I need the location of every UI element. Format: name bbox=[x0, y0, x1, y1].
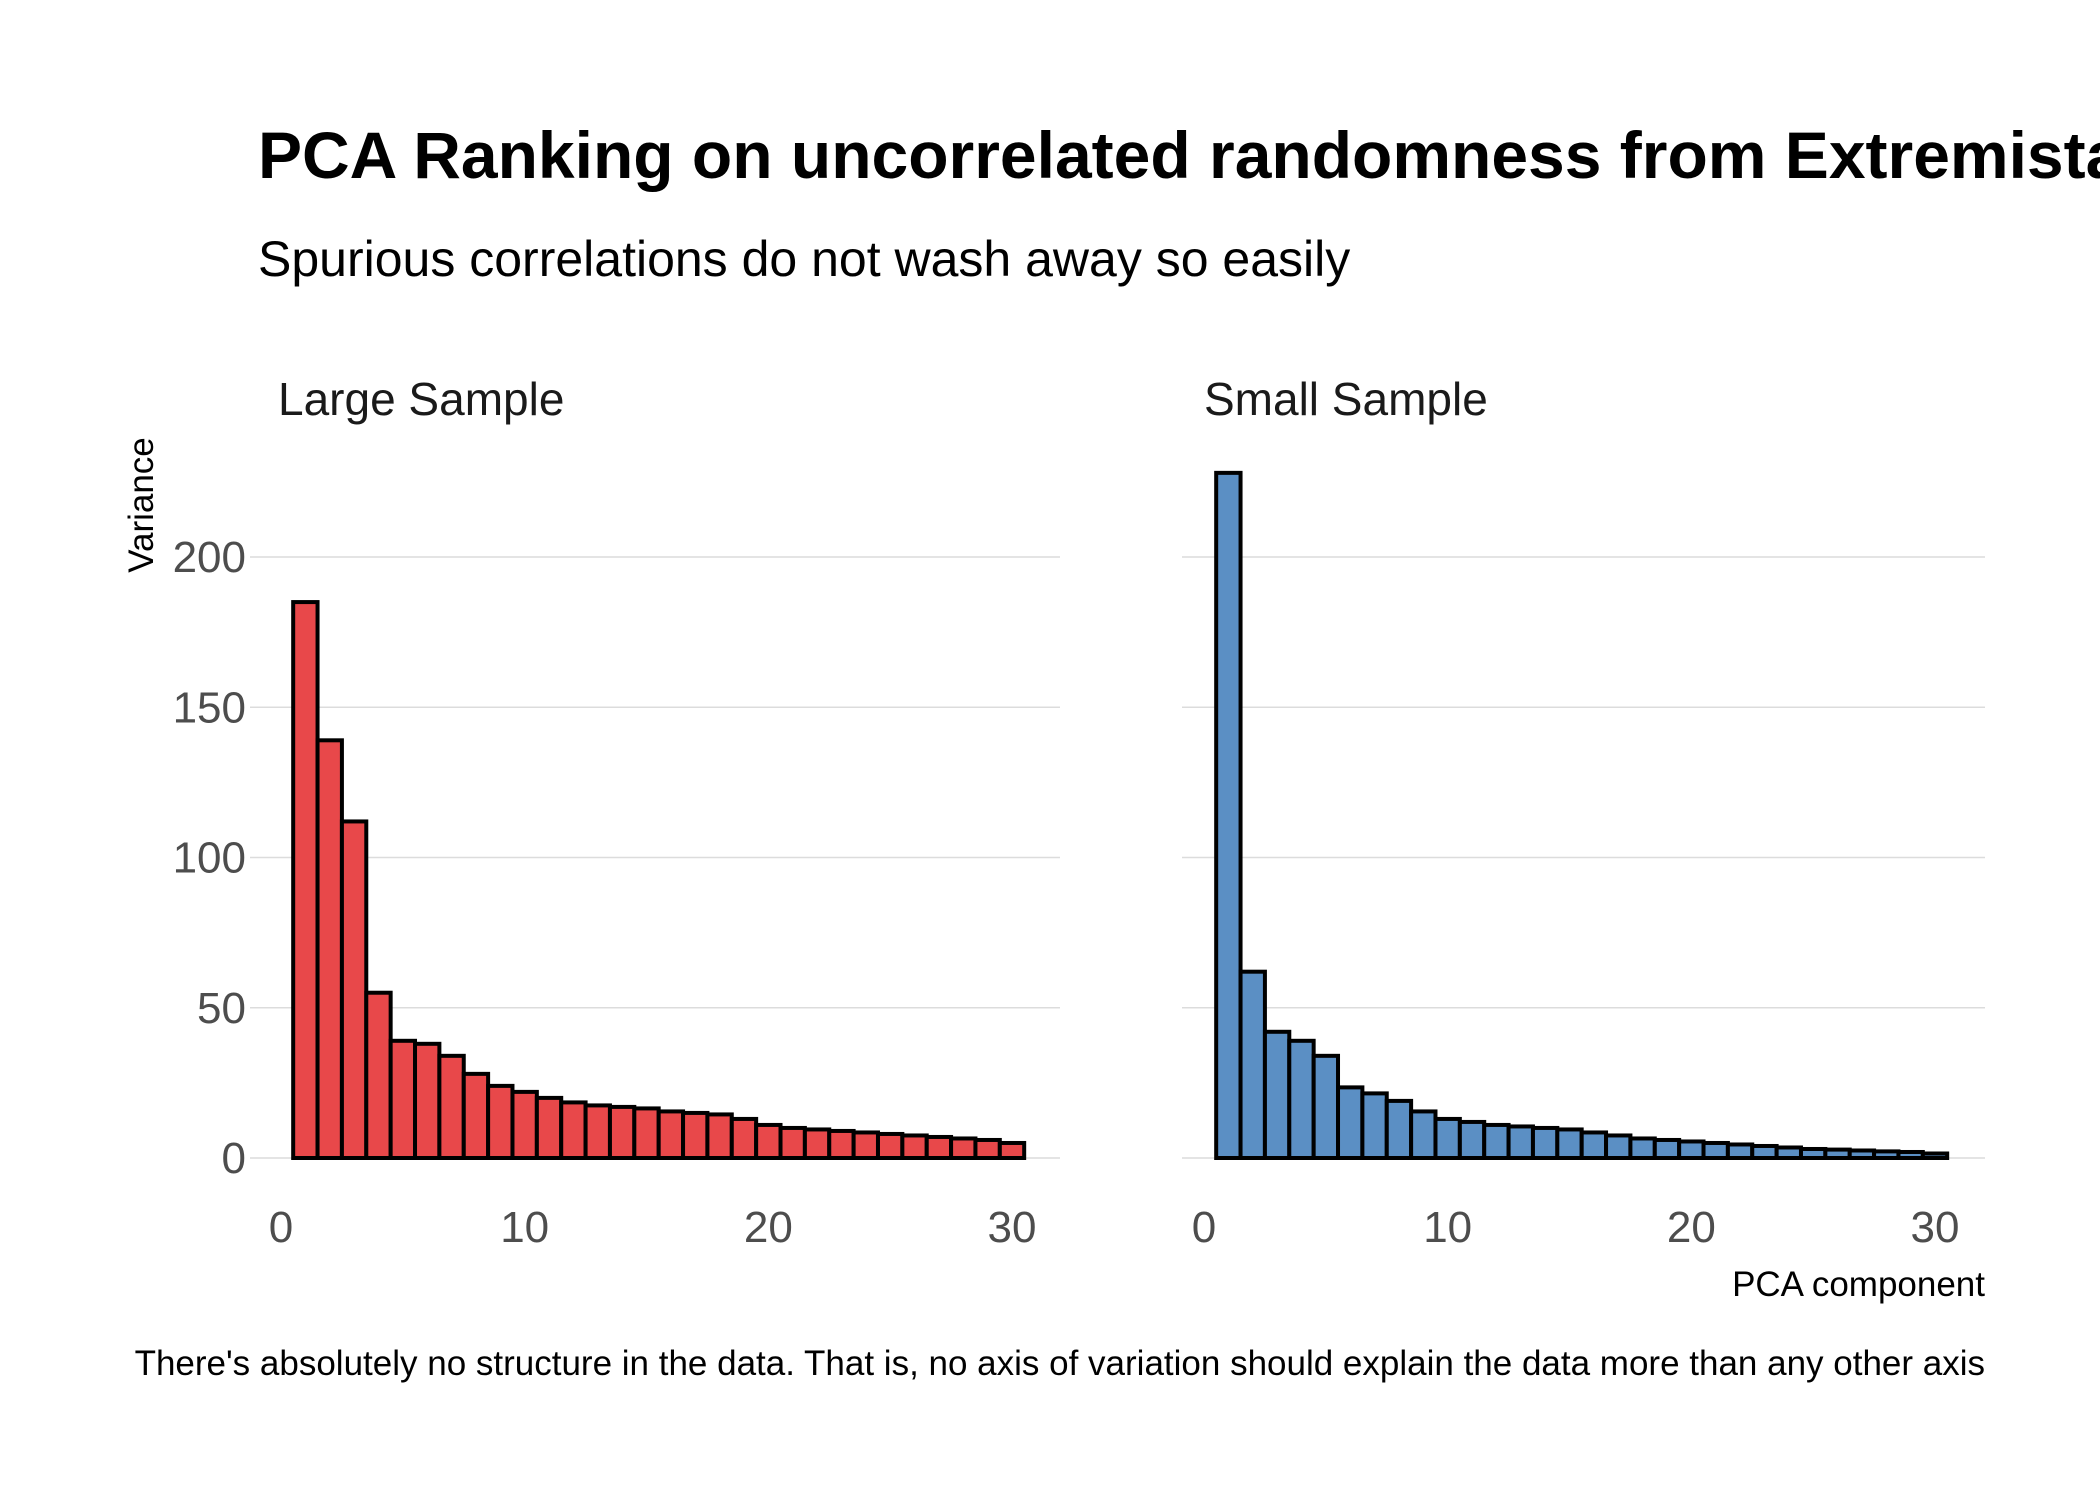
chart-subtitle: Spurious correlations do not wash away s… bbox=[258, 231, 1350, 287]
x-tick-label-large-sample-10: 10 bbox=[500, 1203, 549, 1252]
bar-small-sample-1 bbox=[1214, 470, 1243, 1160]
bar-large-sample-27 bbox=[924, 1134, 954, 1160]
bar-small-sample-3 bbox=[1262, 1029, 1292, 1161]
bar-large-sample-7 bbox=[437, 1053, 466, 1160]
bar-small-sample-2 bbox=[1238, 969, 1267, 1160]
x-tick-label-large-sample-0: 0 bbox=[269, 1203, 293, 1252]
bar-large-sample-26 bbox=[900, 1133, 929, 1161]
bar-large-sample-24 bbox=[851, 1130, 880, 1161]
bar-large-sample-25 bbox=[875, 1131, 905, 1160]
bar-small-sample-29 bbox=[1896, 1149, 1925, 1160]
bar-small-sample-9 bbox=[1409, 1109, 1438, 1160]
bar-large-sample-13 bbox=[583, 1103, 612, 1160]
bar-large-sample-29 bbox=[973, 1137, 1002, 1160]
x-tick-label-small-sample-10: 10 bbox=[1423, 1203, 1472, 1252]
bar-large-sample-18 bbox=[705, 1112, 734, 1160]
chart-title: PCA Ranking on uncorrelated randomness f… bbox=[258, 118, 2100, 192]
bar-small-sample-25 bbox=[1798, 1146, 1828, 1160]
bar-large-sample-23 bbox=[827, 1128, 856, 1160]
x-axis-label: PCA component bbox=[1732, 1265, 1985, 1304]
bar-small-sample-28 bbox=[1872, 1149, 1901, 1161]
bar-small-sample-12 bbox=[1482, 1122, 1511, 1160]
bar-large-sample-17 bbox=[681, 1110, 710, 1161]
x-tick-label-large-sample-20: 20 bbox=[744, 1203, 793, 1252]
facet-label-small-sample: Small Sample bbox=[1204, 373, 1488, 425]
bar-small-sample-20 bbox=[1677, 1139, 1706, 1161]
bar-large-sample-9 bbox=[486, 1083, 515, 1161]
y-tick-label-0: 0 bbox=[222, 1134, 246, 1183]
bar-small-sample-10 bbox=[1433, 1116, 1462, 1161]
bar-small-sample-8 bbox=[1384, 1098, 1414, 1161]
bar-large-sample-12 bbox=[559, 1100, 588, 1160]
bar-small-sample-6 bbox=[1336, 1085, 1365, 1160]
y-axis-label: Variance bbox=[122, 437, 161, 573]
bar-large-sample-3 bbox=[339, 819, 369, 1160]
x-tick-label-small-sample-30: 30 bbox=[1911, 1203, 1960, 1252]
bar-large-sample-8 bbox=[461, 1071, 491, 1160]
bar-small-sample-23 bbox=[1750, 1143, 1779, 1160]
bar-small-sample-11 bbox=[1457, 1119, 1487, 1160]
bar-large-sample-16 bbox=[656, 1109, 686, 1160]
bar-small-sample-14 bbox=[1530, 1125, 1560, 1160]
y-tick-label-100: 100 bbox=[173, 834, 246, 883]
bar-small-sample-7 bbox=[1360, 1091, 1389, 1160]
bar-small-sample-30 bbox=[1920, 1151, 1950, 1161]
bar-large-sample-28 bbox=[949, 1136, 978, 1161]
bar-large-sample-20 bbox=[754, 1122, 783, 1160]
x-tick-label-small-sample-20: 20 bbox=[1667, 1203, 1716, 1252]
bar-large-sample-1 bbox=[291, 600, 320, 1160]
bar-small-sample-26 bbox=[1823, 1147, 1852, 1161]
bar-large-sample-22 bbox=[802, 1127, 832, 1161]
bar-large-sample-30 bbox=[997, 1140, 1027, 1160]
x-tick-label-small-sample-0: 0 bbox=[1192, 1203, 1216, 1252]
bar-small-sample-16 bbox=[1579, 1130, 1609, 1161]
bar-large-sample-5 bbox=[388, 1038, 418, 1161]
bar-small-sample-24 bbox=[1774, 1145, 1803, 1161]
chart-caption: There's absolutely no structure in the d… bbox=[135, 1344, 1985, 1383]
bar-large-sample-4 bbox=[364, 990, 393, 1160]
bar-small-sample-19 bbox=[1652, 1137, 1682, 1160]
bar-small-sample-5 bbox=[1311, 1053, 1341, 1160]
panel-small-sample: Small Sample 0 10 20 30 bbox=[1182, 373, 1985, 1252]
y-tick-label-50: 50 bbox=[197, 984, 246, 1033]
bar-small-sample-21 bbox=[1701, 1140, 1730, 1160]
bar-small-sample-18 bbox=[1628, 1136, 1657, 1161]
bar-large-sample-6 bbox=[413, 1041, 442, 1161]
panel-large-sample: Large Sample 0 50 100 150 200 0 10 20 30 bbox=[173, 373, 1060, 1252]
bar-small-sample-13 bbox=[1506, 1124, 1535, 1161]
y-tick-label-150: 150 bbox=[173, 683, 246, 732]
bar-large-sample-2 bbox=[315, 738, 344, 1160]
bar-small-sample-27 bbox=[1847, 1148, 1877, 1161]
bar-large-sample-14 bbox=[607, 1104, 637, 1161]
bar-large-sample-21 bbox=[778, 1125, 807, 1160]
facet-label-large-sample: Large Sample bbox=[278, 373, 564, 425]
bar-small-sample-22 bbox=[1725, 1142, 1755, 1161]
bar-large-sample-15 bbox=[632, 1106, 661, 1160]
bar-small-sample-15 bbox=[1555, 1127, 1584, 1161]
x-tick-label-large-sample-30: 30 bbox=[988, 1203, 1037, 1252]
bar-small-sample-17 bbox=[1604, 1133, 1633, 1161]
bar-small-sample-4 bbox=[1287, 1038, 1316, 1161]
bar-large-sample-11 bbox=[534, 1095, 564, 1161]
bar-large-sample-19 bbox=[729, 1116, 759, 1161]
bar-large-sample-10 bbox=[510, 1089, 539, 1161]
y-tick-label-200: 200 bbox=[173, 533, 246, 582]
